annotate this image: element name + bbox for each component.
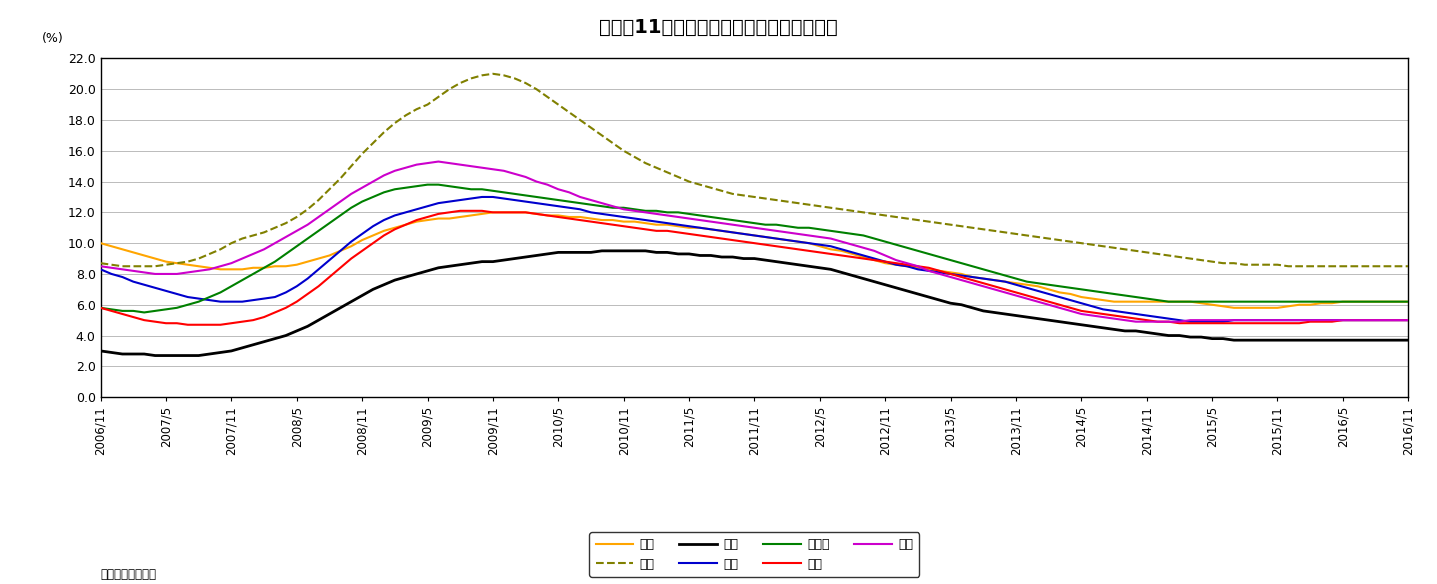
東京	[1334, 336, 1351, 343]
大阪	[996, 286, 1013, 293]
札幌	[484, 209, 502, 216]
仙台	[114, 263, 131, 270]
東京	[931, 297, 948, 304]
大阪	[931, 267, 948, 274]
Line: 福岡: 福岡	[101, 162, 1408, 322]
Text: (%): (%)	[42, 32, 63, 45]
Line: 横浜: 横浜	[101, 197, 1408, 322]
大阪	[1334, 317, 1351, 324]
福岡	[223, 260, 240, 267]
仙台	[670, 173, 687, 180]
大阪	[92, 304, 109, 311]
仙台	[408, 106, 425, 113]
札幌	[397, 221, 414, 228]
仙台	[931, 220, 948, 227]
横浜	[986, 277, 1003, 284]
東京	[593, 248, 611, 255]
仙台	[1334, 263, 1351, 270]
大阪	[670, 229, 687, 236]
Legend: 札幌, 仙台, 東京, 横浜, 名古屋, 大阪, 福岡: 札幌, 仙台, 東京, 横浜, 名古屋, 大阪, 福岡	[589, 532, 920, 577]
Line: 札幌: 札幌	[101, 213, 1408, 308]
横浜	[223, 298, 240, 305]
仙台	[92, 260, 109, 267]
札幌	[1334, 298, 1351, 305]
Line: 仙台: 仙台	[101, 74, 1408, 266]
東京	[92, 347, 109, 354]
Text: （出所）三鬼商事: （出所）三鬼商事	[101, 568, 157, 581]
札幌	[920, 266, 937, 273]
福岡	[92, 263, 109, 270]
東京	[1400, 336, 1417, 343]
名古屋	[931, 253, 948, 260]
仙台	[1400, 263, 1417, 270]
Line: 大阪: 大阪	[101, 211, 1408, 325]
福岡	[658, 212, 675, 219]
横浜	[397, 209, 414, 216]
福岡	[397, 164, 414, 171]
横浜	[920, 267, 937, 274]
福岡	[920, 267, 937, 274]
名古屋	[234, 277, 251, 284]
名古屋	[670, 209, 687, 216]
大阪	[234, 318, 251, 325]
名古屋	[92, 304, 109, 311]
名古屋	[135, 309, 152, 316]
札幌	[1400, 298, 1417, 305]
仙台	[234, 235, 251, 242]
横浜	[1334, 317, 1351, 324]
横浜	[1400, 317, 1417, 324]
横浜	[658, 220, 675, 227]
東京	[147, 352, 164, 359]
東京	[996, 311, 1013, 318]
名古屋	[1334, 298, 1351, 305]
福岡	[430, 158, 447, 165]
Text: 図表－11　主要都市のオフィスビル空室率: 図表－11 主要都市のオフィスビル空室率	[599, 18, 838, 37]
大阪	[1400, 317, 1417, 324]
大阪	[408, 217, 425, 224]
大阪	[451, 207, 468, 214]
名古屋	[1400, 298, 1417, 305]
札幌	[986, 277, 1003, 284]
札幌	[1226, 304, 1243, 311]
札幌	[92, 239, 109, 246]
福岡	[1334, 317, 1351, 324]
横浜	[473, 193, 490, 200]
横浜	[1181, 318, 1198, 325]
福岡	[986, 286, 1003, 293]
仙台	[996, 229, 1013, 236]
名古屋	[996, 272, 1013, 279]
札幌	[658, 221, 675, 228]
Line: 東京: 東京	[101, 251, 1408, 356]
仙台	[484, 70, 502, 77]
東京	[670, 251, 687, 258]
福岡	[1400, 317, 1417, 324]
横浜	[92, 266, 109, 273]
東京	[408, 270, 425, 277]
東京	[234, 345, 251, 352]
大阪	[180, 321, 197, 328]
名古屋	[408, 183, 425, 190]
名古屋	[420, 181, 437, 188]
Line: 名古屋: 名古屋	[101, 185, 1408, 312]
札幌	[223, 266, 240, 273]
福岡	[1127, 318, 1144, 325]
